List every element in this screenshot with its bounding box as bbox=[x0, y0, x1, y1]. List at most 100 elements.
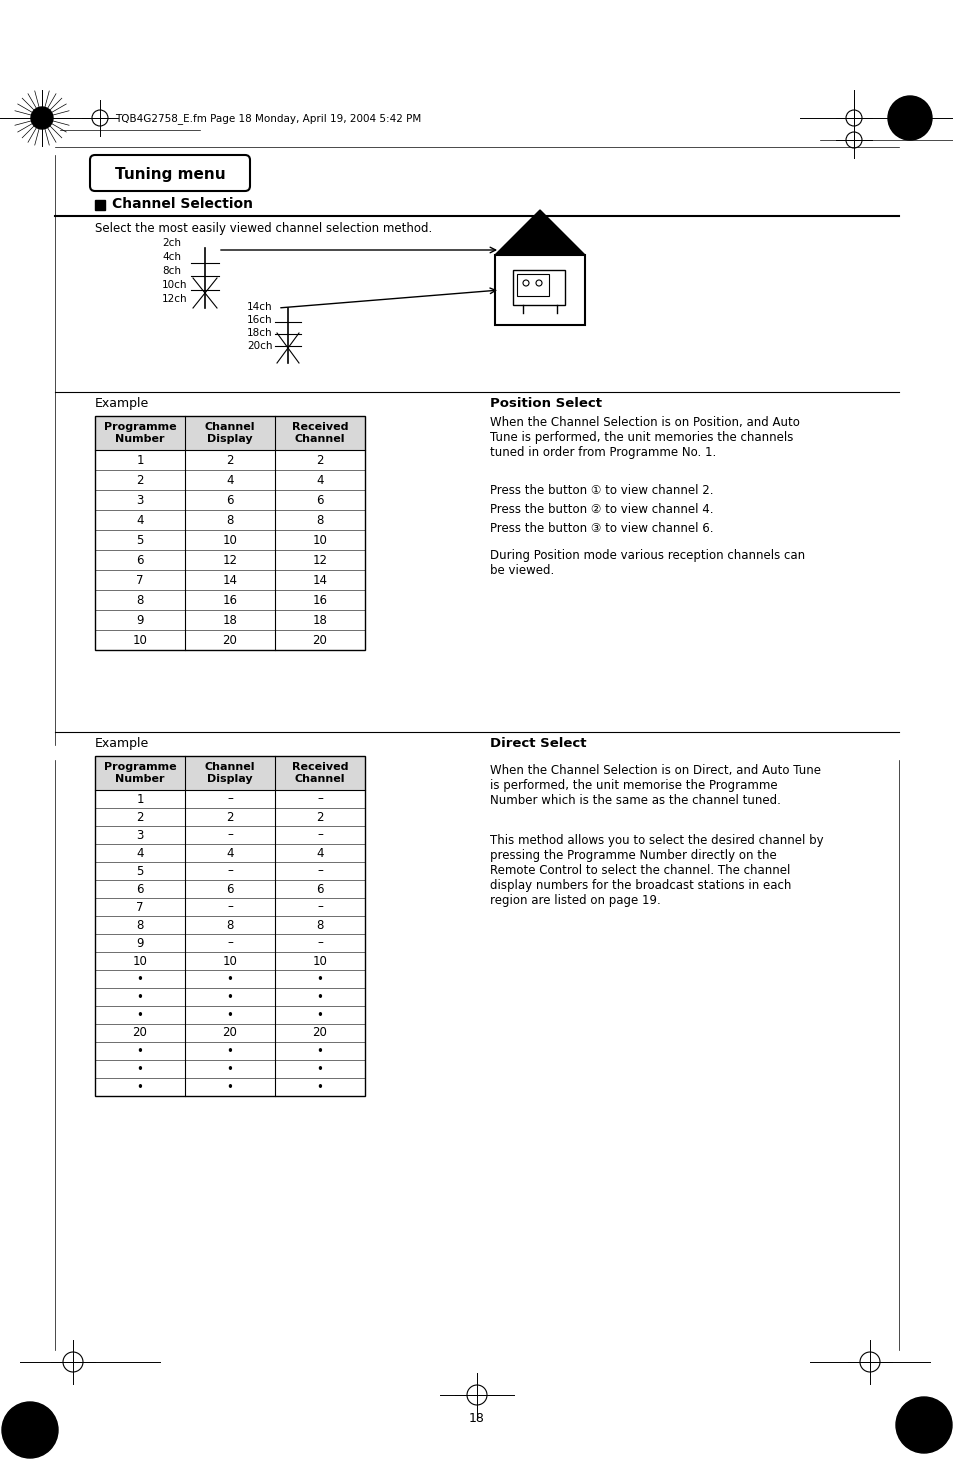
Text: Channel Selection: Channel Selection bbox=[112, 196, 253, 211]
Text: Press the button ③ to view channel 6.: Press the button ③ to view channel 6. bbox=[490, 522, 713, 535]
Text: 16ch: 16ch bbox=[247, 315, 273, 325]
Text: 8: 8 bbox=[226, 919, 233, 932]
Text: 2: 2 bbox=[136, 473, 144, 486]
Text: Channel
Display: Channel Display bbox=[205, 762, 255, 784]
Text: Direct Select: Direct Select bbox=[490, 737, 586, 750]
Text: •: • bbox=[226, 1081, 233, 1093]
Bar bbox=[95, 416, 365, 650]
Text: –: – bbox=[227, 864, 233, 878]
Text: –: – bbox=[227, 901, 233, 914]
Text: 6: 6 bbox=[315, 882, 323, 895]
Text: 12ch: 12ch bbox=[162, 294, 188, 305]
Text: 3: 3 bbox=[136, 494, 144, 507]
Text: 4ch: 4ch bbox=[162, 252, 181, 262]
Circle shape bbox=[895, 1398, 951, 1453]
Text: 20: 20 bbox=[313, 633, 327, 646]
Text: TQB4G2758_E.fm Page 18 Monday, April 19, 2004 5:42 PM: TQB4G2758_E.fm Page 18 Monday, April 19,… bbox=[115, 113, 421, 125]
Text: 8: 8 bbox=[136, 919, 144, 932]
Text: 6: 6 bbox=[315, 494, 323, 507]
Text: •: • bbox=[226, 990, 233, 1004]
Text: 3: 3 bbox=[136, 829, 144, 841]
Text: –: – bbox=[316, 901, 323, 914]
Text: Example: Example bbox=[95, 397, 149, 410]
Text: 8: 8 bbox=[136, 593, 144, 607]
Text: Example: Example bbox=[95, 737, 149, 750]
Text: 2: 2 bbox=[226, 454, 233, 466]
Text: •: • bbox=[316, 973, 323, 986]
Text: 8: 8 bbox=[316, 919, 323, 932]
Text: 14: 14 bbox=[222, 573, 237, 586]
FancyBboxPatch shape bbox=[90, 155, 250, 190]
Text: 7: 7 bbox=[136, 573, 144, 586]
Text: 7: 7 bbox=[136, 901, 144, 914]
Text: 9: 9 bbox=[136, 614, 144, 627]
Text: •: • bbox=[136, 1045, 143, 1058]
Text: 20ch: 20ch bbox=[247, 341, 273, 352]
Text: 10: 10 bbox=[313, 955, 327, 967]
Text: 5: 5 bbox=[136, 864, 144, 878]
Text: 12: 12 bbox=[222, 554, 237, 567]
Text: •: • bbox=[136, 1062, 143, 1075]
Text: •: • bbox=[316, 1062, 323, 1075]
Text: 2: 2 bbox=[315, 454, 323, 466]
Text: 10: 10 bbox=[222, 955, 237, 967]
Text: 10: 10 bbox=[313, 533, 327, 546]
Text: 10: 10 bbox=[222, 533, 237, 546]
Text: 16: 16 bbox=[313, 593, 327, 607]
Text: 4: 4 bbox=[136, 514, 144, 526]
Text: 18ch: 18ch bbox=[247, 328, 273, 338]
Text: 1: 1 bbox=[136, 793, 144, 806]
Text: 4: 4 bbox=[315, 473, 323, 486]
Bar bbox=[517, 274, 548, 296]
Text: •: • bbox=[226, 1045, 233, 1058]
Text: When the Channel Selection is on Position, and Auto
Tune is performed, the unit : When the Channel Selection is on Positio… bbox=[490, 416, 799, 459]
Text: 20: 20 bbox=[222, 633, 237, 646]
Text: Press the button ② to view channel 4.: Press the button ② to view channel 4. bbox=[490, 502, 713, 516]
Text: 8: 8 bbox=[226, 514, 233, 526]
Text: –: – bbox=[316, 936, 323, 949]
Text: 10: 10 bbox=[132, 633, 148, 646]
Circle shape bbox=[887, 97, 931, 141]
Text: 18: 18 bbox=[469, 1411, 484, 1424]
Circle shape bbox=[2, 1402, 58, 1458]
Text: 2: 2 bbox=[315, 810, 323, 823]
Text: Programme
Number: Programme Number bbox=[104, 422, 176, 444]
Text: •: • bbox=[316, 990, 323, 1004]
Text: 14: 14 bbox=[313, 573, 327, 586]
Text: •: • bbox=[136, 1008, 143, 1021]
Text: –: – bbox=[227, 793, 233, 806]
Text: 6: 6 bbox=[136, 882, 144, 895]
Text: 16: 16 bbox=[222, 593, 237, 607]
Text: 8ch: 8ch bbox=[162, 267, 181, 275]
Text: Channel
Display: Channel Display bbox=[205, 422, 255, 444]
Text: 6: 6 bbox=[226, 494, 233, 507]
Text: •: • bbox=[316, 1008, 323, 1021]
Text: •: • bbox=[316, 1045, 323, 1058]
Text: 2ch: 2ch bbox=[162, 237, 181, 248]
Bar bbox=[95, 201, 105, 209]
Text: –: – bbox=[227, 936, 233, 949]
Text: 18: 18 bbox=[222, 614, 237, 627]
Text: 20: 20 bbox=[132, 1027, 148, 1040]
Bar bbox=[95, 416, 365, 450]
Text: During Position mode various reception channels can
be viewed.: During Position mode various reception c… bbox=[490, 549, 804, 577]
Text: 14ch: 14ch bbox=[247, 302, 273, 312]
Text: 10: 10 bbox=[132, 955, 148, 967]
Text: •: • bbox=[136, 1081, 143, 1093]
Text: 8: 8 bbox=[316, 514, 323, 526]
Circle shape bbox=[30, 107, 53, 129]
Polygon shape bbox=[495, 209, 584, 255]
Text: When the Channel Selection is on Direct, and Auto Tune
is performed, the unit me: When the Channel Selection is on Direct,… bbox=[490, 765, 821, 807]
Text: 2: 2 bbox=[136, 810, 144, 823]
Text: •: • bbox=[316, 1081, 323, 1093]
Text: –: – bbox=[316, 793, 323, 806]
Text: 20: 20 bbox=[313, 1027, 327, 1040]
Text: –: – bbox=[316, 864, 323, 878]
Text: Press the button ① to view channel 2.: Press the button ① to view channel 2. bbox=[490, 483, 713, 497]
Text: 1: 1 bbox=[136, 454, 144, 466]
Bar bbox=[513, 270, 564, 305]
Text: 18: 18 bbox=[313, 614, 327, 627]
Text: 6: 6 bbox=[226, 882, 233, 895]
Text: 4: 4 bbox=[315, 847, 323, 860]
Text: •: • bbox=[226, 1008, 233, 1021]
